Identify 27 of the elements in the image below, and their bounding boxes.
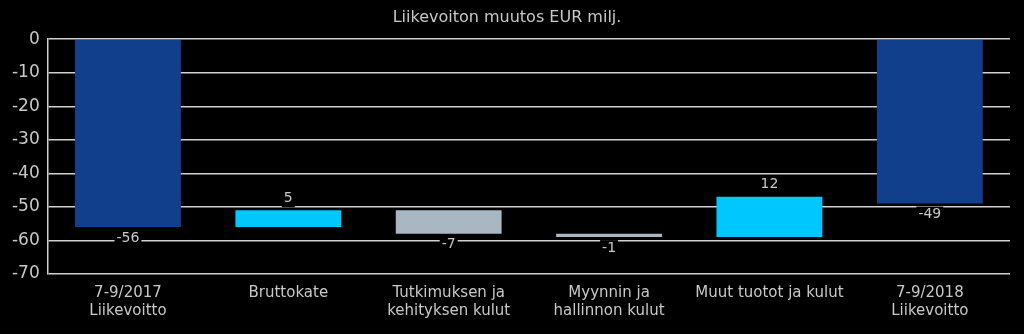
chart-title: Liikevoiton muutos EUR milj. [392, 6, 622, 26]
data-label: -1 [602, 238, 617, 255]
x-tick-label: Muut tuotot ja kulut [695, 282, 844, 301]
data-label: 12 [760, 175, 779, 192]
bar [395, 210, 502, 234]
data-label: -56 [116, 228, 140, 245]
y-tick-label: -20 [11, 94, 40, 115]
y-tick-label: -10 [11, 61, 40, 82]
data-label: 5 [283, 188, 293, 205]
x-tick-label: Myynnin ja hallinnon kulut [553, 282, 665, 319]
x-tick-label: Tutkimuksen ja kehityksen kulut [387, 282, 511, 319]
x-tick-label: 7-9/2018 Liikevoitto [891, 282, 969, 319]
y-tick-label: 0 [28, 27, 40, 48]
bar [235, 210, 342, 228]
data-label: -7 [441, 235, 456, 252]
y-tick-label: -50 [11, 195, 40, 216]
data-label: -49 [918, 205, 942, 222]
y-tick-label: -60 [11, 228, 40, 249]
bar [876, 39, 983, 204]
x-tick-label: 7-9/2017 Liikevoitto [89, 282, 167, 319]
x-tick-label: Bruttokate [248, 282, 329, 301]
bar [556, 233, 662, 238]
y-tick-label: -30 [11, 128, 40, 149]
bar [716, 196, 823, 238]
bar [75, 39, 181, 228]
y-tick-label: -70 [11, 262, 40, 283]
y-tick-label: -40 [11, 161, 40, 182]
